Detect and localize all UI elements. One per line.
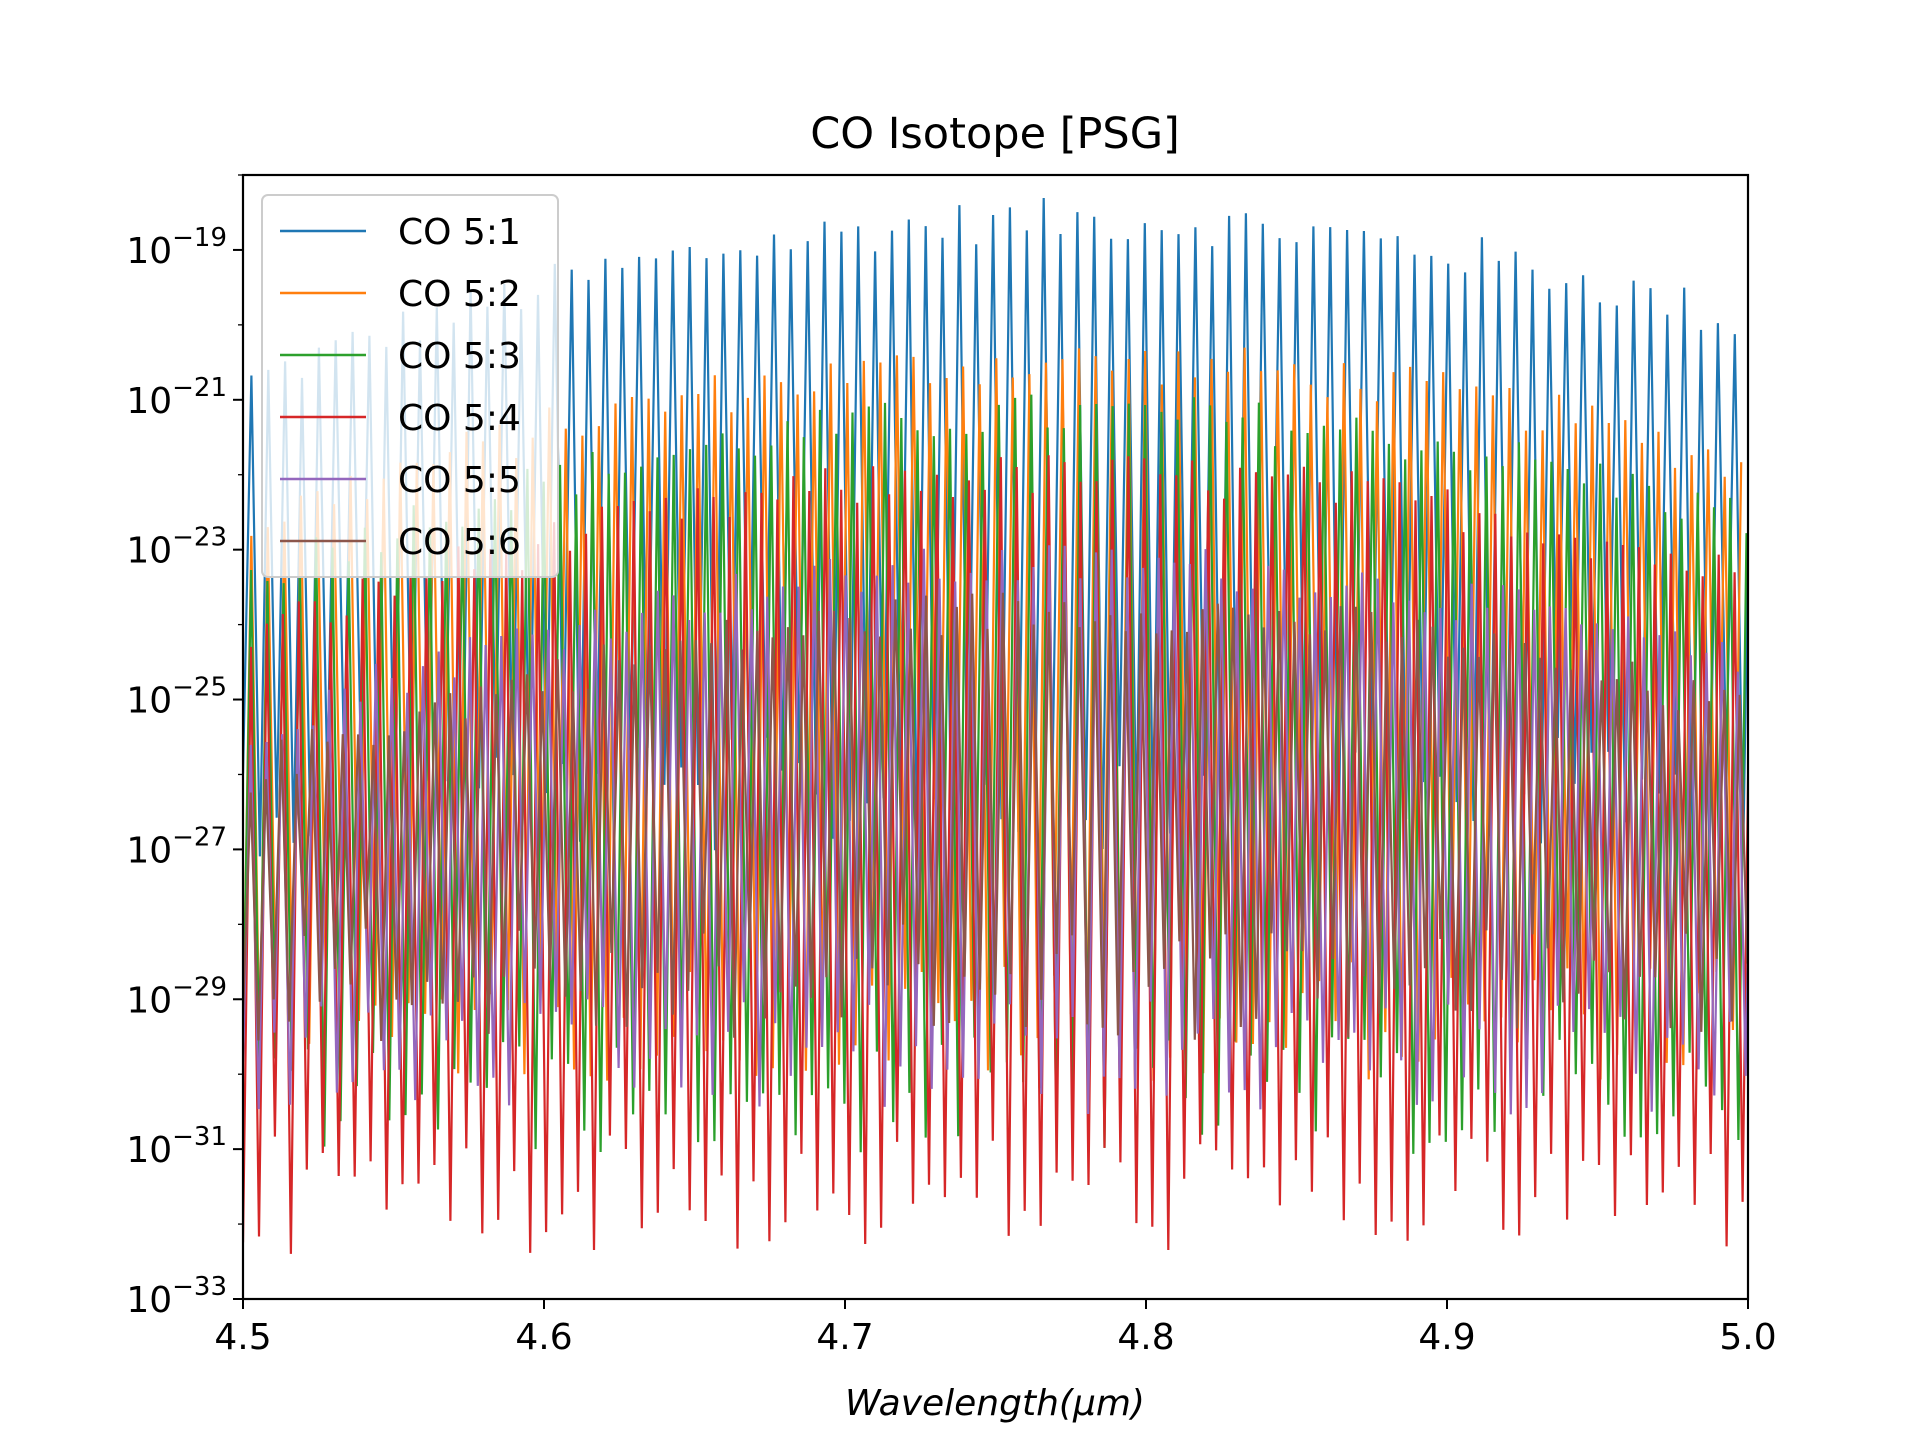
legend-label: CO 5:2 xyxy=(398,274,521,315)
legend-label: CO 5:1 xyxy=(398,212,521,253)
x-tick-label: 5.0 xyxy=(1719,1317,1776,1358)
series-line-6 xyxy=(243,592,1748,1042)
x-tick-label: 4.6 xyxy=(515,1317,572,1358)
y-tick-label: 10−29 xyxy=(126,972,227,1021)
x-tick-label: 4.5 xyxy=(214,1317,271,1358)
legend-box xyxy=(261,194,559,578)
y-tick-label: 10−19 xyxy=(126,223,227,272)
y-tick-label: 10−33 xyxy=(126,1272,227,1321)
plot-area-frame xyxy=(241,173,1750,1301)
legend-label: CO 5:6 xyxy=(398,522,521,563)
x-tick-label: 4.8 xyxy=(1117,1317,1174,1358)
legend-label: CO 5:3 xyxy=(398,336,521,377)
x-tick-label: 4.7 xyxy=(816,1317,873,1358)
x-tick-label: 4.9 xyxy=(1418,1317,1475,1358)
y-tick-label: 10−31 xyxy=(126,1122,227,1171)
y-tick-label: 10−21 xyxy=(126,373,227,422)
legend-label: CO 5:5 xyxy=(398,460,521,501)
x-axis: 4.5 4.6 4.7 4.8 4.9 5.0 xyxy=(214,1299,1777,1358)
y-tick-label: 10−23 xyxy=(126,523,227,572)
legend: CO 5:1 CO 5:2 CO 5:3 CO 5:4 CO 5:5 CO 5:6 xyxy=(261,194,559,578)
series-layer xyxy=(243,197,1748,1254)
y-tick-label: 10−27 xyxy=(126,822,227,871)
chart-title: CO Isotope [PSG] xyxy=(810,109,1180,159)
y-axis: 10−33 10−31 10−29 10−27 10−25 10−23 10−21 10−19 xyxy=(126,174,243,1321)
y-tick-label: 10−25 xyxy=(126,673,227,722)
legend-label: CO 5:4 xyxy=(398,398,521,439)
x-axis-label: Wavelength(μm) xyxy=(845,1383,1145,1424)
